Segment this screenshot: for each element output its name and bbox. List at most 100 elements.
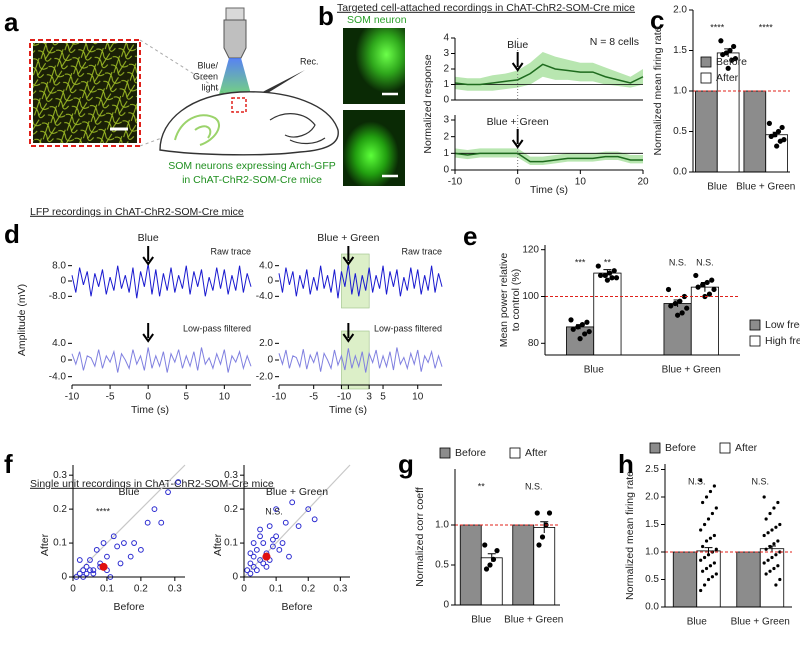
x-axis-label: Time (s) (329, 404, 367, 416)
data-point (712, 533, 716, 538)
data-point (762, 561, 766, 565)
data-point (720, 51, 726, 58)
data-point (706, 577, 711, 582)
x-tick-label: 0.1 (269, 584, 283, 595)
data-point (579, 321, 585, 328)
legend-swatch (719, 442, 731, 454)
legend-label: High freq (765, 335, 800, 347)
note: Low-pass filtered (183, 323, 251, 333)
point (253, 546, 260, 553)
bar (533, 527, 556, 606)
data-point (613, 275, 620, 281)
legend-swatch (700, 56, 712, 68)
data-point (704, 566, 709, 571)
rec-label: Rec. (300, 56, 319, 66)
data-point (665, 286, 672, 293)
significance: **** (759, 22, 774, 32)
data-point (577, 336, 583, 342)
data-point (718, 38, 724, 44)
light-label: Green (193, 71, 218, 81)
point (158, 519, 165, 526)
data-point (699, 558, 703, 562)
note: N = 8 cells (590, 36, 639, 48)
data-point (774, 583, 778, 587)
data-point (764, 547, 768, 551)
point (250, 553, 257, 560)
data-point (770, 528, 774, 532)
data-point (777, 138, 783, 144)
x-tick-label: -10 (448, 177, 463, 188)
panel-letter: d (4, 219, 20, 249)
data-point (766, 531, 770, 535)
x-tick-label: 3 (366, 392, 372, 403)
point (260, 560, 267, 567)
legend-swatch (509, 447, 521, 459)
point (266, 523, 273, 529)
point (137, 546, 144, 553)
data-point (779, 124, 785, 131)
data-point (725, 65, 731, 71)
data-point (570, 326, 576, 332)
y-tick-label: 1.0 (435, 520, 449, 531)
point (131, 540, 137, 546)
x-tick-label: 5 (183, 392, 189, 403)
y-tick-label: 2 (443, 64, 449, 75)
data-point (712, 484, 716, 488)
data-point (712, 561, 716, 565)
data-point (778, 550, 782, 554)
note: Raw trace (210, 246, 251, 256)
data-point (762, 533, 766, 538)
y-tick-label: 0.2 (53, 504, 67, 515)
zoom-line (139, 39, 233, 99)
y-tick-label: 0.0 (645, 602, 659, 613)
point (87, 567, 93, 574)
caption: SOM neurons expressing Arch-GFP (168, 160, 335, 172)
significance: *** (575, 257, 586, 267)
significance: **** (710, 22, 725, 32)
point (76, 570, 83, 577)
y-tick-label: 0.0 (673, 167, 687, 178)
bar (695, 90, 718, 173)
neuron-image (343, 110, 405, 186)
panel-letter: e (463, 221, 477, 251)
point (257, 526, 263, 533)
note: Raw trace (401, 246, 442, 256)
data-point (704, 279, 710, 286)
data-point (766, 120, 772, 126)
x-tick-label: 10 (412, 392, 424, 403)
x-tick-label: -5 (106, 392, 115, 403)
data-point (706, 517, 711, 521)
point (282, 519, 289, 526)
data-point (702, 555, 707, 560)
x-tick-label: 0.2 (301, 584, 315, 595)
y-axis-label: Normalized corr coeff (414, 487, 426, 587)
y-tick-label: 0.1 (53, 538, 67, 549)
data-point (702, 522, 707, 527)
data-point (706, 553, 711, 557)
legend-label: Low freq (765, 319, 800, 331)
data-point (774, 525, 778, 529)
y-tick-label: 0 (61, 572, 67, 583)
x-tick-label: Blue + Green (504, 615, 563, 626)
point (286, 553, 292, 560)
data-point (775, 128, 782, 135)
point (276, 546, 283, 553)
annotation: Blue + Green (317, 232, 379, 244)
data-point (487, 562, 493, 568)
point (90, 567, 97, 574)
panel-letter: g (398, 449, 414, 479)
point (127, 553, 134, 560)
data-point (546, 510, 553, 516)
data-point (714, 547, 718, 551)
brain-outline (159, 91, 339, 156)
point (93, 546, 100, 553)
trace (71, 347, 252, 373)
data-point (582, 331, 588, 337)
legend-label: Before (716, 56, 747, 68)
data-point (539, 534, 546, 540)
data-point (710, 575, 715, 579)
panel-a-illustration: Blue/ Green light Rec. SOM neurons expre… (29, 7, 339, 186)
data-point (708, 564, 713, 568)
panel-heading: Targeted cell-attached recordings in ChA… (337, 2, 635, 14)
